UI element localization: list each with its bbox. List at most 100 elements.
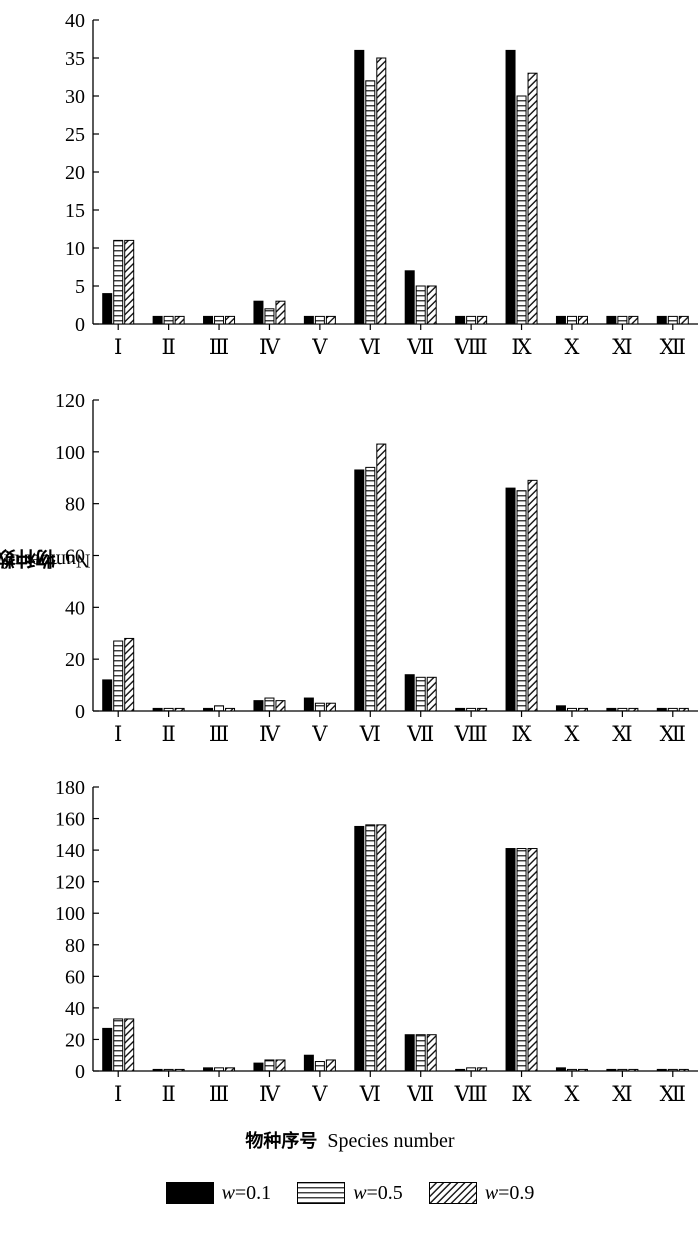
x-tick-label: Ⅱ bbox=[161, 722, 175, 746]
bar-diagonal bbox=[577, 1068, 588, 1072]
bar-diagonal bbox=[124, 239, 135, 325]
y-tick-label: 40 bbox=[65, 998, 85, 1020]
x-axis-label-zh: 物种序号 bbox=[245, 1131, 318, 1152]
bar-diagonal bbox=[477, 315, 488, 325]
legend-label: =0.5 bbox=[366, 1181, 403, 1204]
y-tick-label: 80 bbox=[65, 494, 85, 516]
x-tick-label: Ⅳ bbox=[259, 1082, 281, 1106]
bar-horizontal bbox=[466, 1067, 477, 1072]
bar-diagonal bbox=[577, 315, 588, 325]
bar-solid bbox=[203, 707, 214, 712]
bar-diagonal bbox=[376, 824, 387, 1072]
bar-horizontal bbox=[214, 705, 225, 712]
bar-horizontal bbox=[617, 315, 628, 325]
x-tick-label: Ⅲ bbox=[209, 335, 229, 359]
bar-diagonal bbox=[325, 702, 336, 712]
bar-horizontal bbox=[365, 466, 376, 712]
x-tick-label: Ⅰ bbox=[114, 722, 122, 746]
bar-solid bbox=[152, 707, 163, 712]
bar-horizontal bbox=[415, 1034, 426, 1072]
bar-horizontal bbox=[415, 676, 426, 712]
bar-solid bbox=[656, 1068, 667, 1072]
x-tick-label: Ⅵ bbox=[359, 1082, 381, 1106]
legend-item-w01: w=0.1 bbox=[165, 1181, 271, 1205]
bar-solid bbox=[555, 705, 566, 712]
bar-horizontal bbox=[365, 80, 376, 325]
bar-diagonal bbox=[527, 479, 538, 712]
bar-solid bbox=[455, 707, 466, 712]
x-tick-label: Ⅰ bbox=[114, 1082, 122, 1106]
y-tick-label: 140 bbox=[55, 840, 85, 862]
legend-symbol: w bbox=[353, 1181, 367, 1204]
bar-horizontal bbox=[214, 1067, 225, 1072]
bar-diagonal bbox=[376, 57, 387, 325]
bar-solid bbox=[354, 469, 365, 712]
x-tick-label: Ⅳ bbox=[259, 335, 281, 359]
bar-horizontal bbox=[617, 707, 628, 712]
bar-solid bbox=[404, 1034, 415, 1072]
y-tick-label: 25 bbox=[65, 124, 85, 146]
bar-diagonal bbox=[275, 700, 286, 712]
bar-horizontal bbox=[466, 315, 477, 325]
x-tick-label: Ⅶ bbox=[406, 335, 434, 359]
bar-solid bbox=[606, 707, 617, 712]
bar-diagonal bbox=[628, 1068, 639, 1072]
x-axis-label: 物种序号 Species number bbox=[0, 1127, 700, 1153]
y-tick-label: 5 bbox=[75, 276, 85, 298]
y-axis-label: 物种数量 Number of species bbox=[0, 410, 90, 710]
x-tick-label: Ⅳ bbox=[259, 722, 281, 746]
bar-solid bbox=[152, 1068, 163, 1072]
bar-solid bbox=[606, 1068, 617, 1072]
chart-panel-2: 0 20 40 60 80 100 120 Ⅰ Ⅱ Ⅲ Ⅳ Ⅴ Ⅵ Ⅶ Ⅷ Ⅸ Ⅹ Ⅺ Ⅻ bbox=[55, 390, 698, 746]
y-tick-label: 30 bbox=[65, 86, 85, 108]
bar-diagonal bbox=[376, 443, 387, 712]
x-tick-label: Ⅺ bbox=[612, 1082, 632, 1106]
x-tick-label: Ⅷ bbox=[454, 1082, 488, 1106]
legend-symbol: w bbox=[484, 1181, 499, 1204]
bar-diagonal bbox=[426, 1034, 437, 1072]
bar-diagonal bbox=[527, 72, 538, 325]
y-tick-label: 0 bbox=[75, 701, 85, 723]
bar-horizontal bbox=[113, 640, 124, 712]
bar-horizontal bbox=[516, 848, 527, 1072]
bar-horizontal bbox=[264, 1059, 275, 1072]
bar-horizontal bbox=[667, 707, 678, 712]
bar-horizontal bbox=[516, 490, 527, 712]
bar-horizontal bbox=[566, 315, 577, 325]
bar-solid bbox=[253, 700, 264, 712]
bar-solid bbox=[253, 1062, 264, 1072]
legend-item-w05: w=0.5 bbox=[297, 1182, 403, 1205]
y-tick-label: 60 bbox=[65, 546, 85, 568]
bar-horizontal bbox=[566, 1068, 577, 1072]
x-tick-label: Ⅺ bbox=[612, 335, 632, 359]
x-axis-label-en: Species number bbox=[327, 1130, 455, 1152]
bar-solid bbox=[354, 825, 365, 1072]
y-tick-label: 20 bbox=[65, 649, 85, 671]
bar-diagonal bbox=[124, 637, 135, 712]
x-tick-label: Ⅴ bbox=[311, 722, 328, 746]
bar-horizontal bbox=[566, 707, 577, 712]
y-tick-label: 40 bbox=[65, 10, 85, 32]
bar-solid bbox=[505, 49, 516, 325]
x-tick-label: Ⅻ bbox=[660, 1082, 686, 1106]
y-tick-label: 20 bbox=[65, 162, 85, 184]
legend-symbol: w bbox=[221, 1181, 235, 1204]
x-tick-label: Ⅱ bbox=[161, 335, 175, 359]
bar-horizontal bbox=[113, 1018, 124, 1072]
bar-solid bbox=[505, 487, 516, 712]
x-tick-label: Ⅺ bbox=[612, 722, 632, 746]
bar-diagonal bbox=[225, 1067, 236, 1072]
bar-solid bbox=[152, 315, 163, 325]
x-tick-label: Ⅸ bbox=[511, 722, 532, 746]
bar-diagonal bbox=[527, 848, 538, 1072]
bar-solid bbox=[203, 315, 214, 325]
bar-horizontal bbox=[163, 1068, 174, 1072]
x-tick-label: Ⅹ bbox=[564, 335, 579, 359]
legend-swatch-diagonal bbox=[428, 1182, 477, 1204]
bar-diagonal bbox=[174, 707, 185, 712]
bar-horizontal bbox=[466, 707, 477, 712]
y-tick-label: 0 bbox=[75, 1061, 85, 1083]
y-tick-label: 40 bbox=[65, 597, 85, 619]
legend-swatch-horizontal bbox=[297, 1182, 346, 1204]
